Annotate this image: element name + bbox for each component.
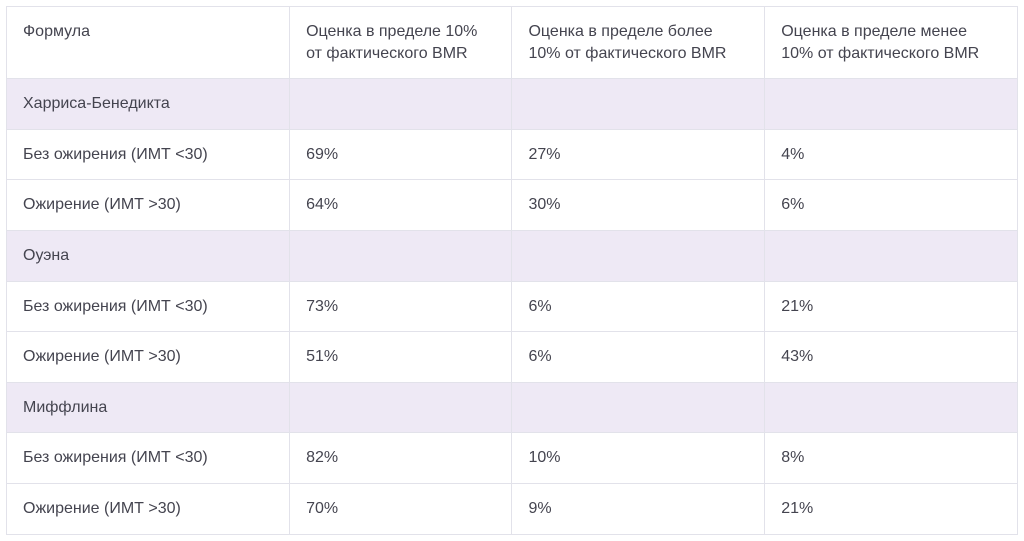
bmr-accuracy-table: Формула Оценка в пределе 10% от фактичес… [6,6,1018,535]
section-empty [290,230,512,281]
row-label: Без ожирения (ИМТ <30) [7,129,290,180]
table-row: Ожирение (ИМТ >30) 51% 6% 43% [7,332,1018,383]
cell-value: 43% [765,332,1018,383]
row-label: Без ожирения (ИМТ <30) [7,433,290,484]
section-empty [765,79,1018,130]
row-label: Ожирение (ИМТ >30) [7,483,290,534]
cell-value: 9% [512,483,765,534]
section-row-harris: Харриса-Бенедикта [7,79,1018,130]
col-header-within10: Оценка в пределе 10% от фактического BMR [290,7,512,79]
table-row: Без ожирения (ИМТ <30) 82% 10% 8% [7,433,1018,484]
cell-value: 73% [290,281,512,332]
section-empty [765,382,1018,433]
section-empty [290,79,512,130]
cell-value: 30% [512,180,765,231]
cell-value: 27% [512,129,765,180]
section-label: Миффлина [7,382,290,433]
cell-value: 51% [290,332,512,383]
cell-value: 6% [512,281,765,332]
cell-value: 6% [512,332,765,383]
section-empty [512,230,765,281]
cell-value: 8% [765,433,1018,484]
col-header-formula: Формула [7,7,290,79]
section-empty [512,79,765,130]
row-label: Без ожирения (ИМТ <30) [7,281,290,332]
cell-value: 21% [765,483,1018,534]
cell-value: 64% [290,180,512,231]
cell-value: 10% [512,433,765,484]
section-row-owen: Оуэна [7,230,1018,281]
cell-value: 21% [765,281,1018,332]
table-header-row: Формула Оценка в пределе 10% от фактичес… [7,7,1018,79]
row-label: Ожирение (ИМТ >30) [7,332,290,383]
bmr-accuracy-table-container: Формула Оценка в пределе 10% от фактичес… [0,0,1024,541]
cell-value: 69% [290,129,512,180]
cell-value: 82% [290,433,512,484]
table-row: Без ожирения (ИМТ <30) 73% 6% 21% [7,281,1018,332]
cell-value: 4% [765,129,1018,180]
section-empty [765,230,1018,281]
section-label: Оуэна [7,230,290,281]
row-label: Ожирение (ИМТ >30) [7,180,290,231]
section-label: Харриса-Бенедикта [7,79,290,130]
cell-value: 6% [765,180,1018,231]
col-header-over10: Оценка в пределе более 10% от фактическо… [512,7,765,79]
section-empty [290,382,512,433]
table-row: Без ожирения (ИМТ <30) 69% 27% 4% [7,129,1018,180]
table-row: Ожирение (ИМТ >30) 70% 9% 21% [7,483,1018,534]
section-empty [512,382,765,433]
col-header-under10: Оценка в пределе менее 10% от фактическо… [765,7,1018,79]
section-row-mifflin: Миффлина [7,382,1018,433]
cell-value: 70% [290,483,512,534]
table-row: Ожирение (ИМТ >30) 64% 30% 6% [7,180,1018,231]
